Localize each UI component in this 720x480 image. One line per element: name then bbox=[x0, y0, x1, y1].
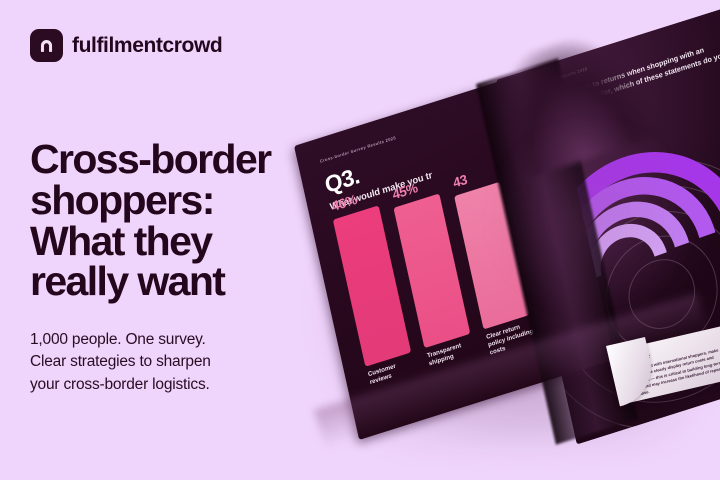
right-page-question-text: When it comes to returns when shopping w… bbox=[540, 45, 720, 127]
arch-house-icon bbox=[30, 29, 63, 62]
brand-name: fulfilmentcrowd bbox=[72, 34, 223, 57]
headline-line-2: shoppers: bbox=[30, 177, 215, 224]
bar-rect bbox=[454, 181, 530, 330]
headline-line-4: really want bbox=[30, 258, 226, 305]
headline-line-1: Cross-border bbox=[30, 136, 272, 183]
brand-logo[interactable]: fulfilmentcrowd bbox=[30, 29, 223, 62]
headline-line-3: What they bbox=[30, 217, 213, 264]
magazine-spread: fulfilmentcrowd d an item from an intern… bbox=[294, 0, 720, 478]
magazine-mockup: fulfilmentcrowd d an item from an intern… bbox=[294, 0, 720, 478]
bar-column: 43 Clear return policy including costs bbox=[452, 172, 534, 357]
subtitle-line-3: your cross-border logistics. bbox=[30, 376, 210, 394]
bar-value-label: 43 bbox=[451, 171, 469, 191]
subtitle-line-1: 1,000 people. One survey. bbox=[30, 330, 206, 348]
page-title: Cross-border shoppers: What they really … bbox=[30, 139, 360, 301]
subtitle-line-2: Clear strategies to sharpen bbox=[30, 353, 211, 371]
subtitle: 1,000 people. One survey. Clear strategi… bbox=[30, 329, 330, 397]
